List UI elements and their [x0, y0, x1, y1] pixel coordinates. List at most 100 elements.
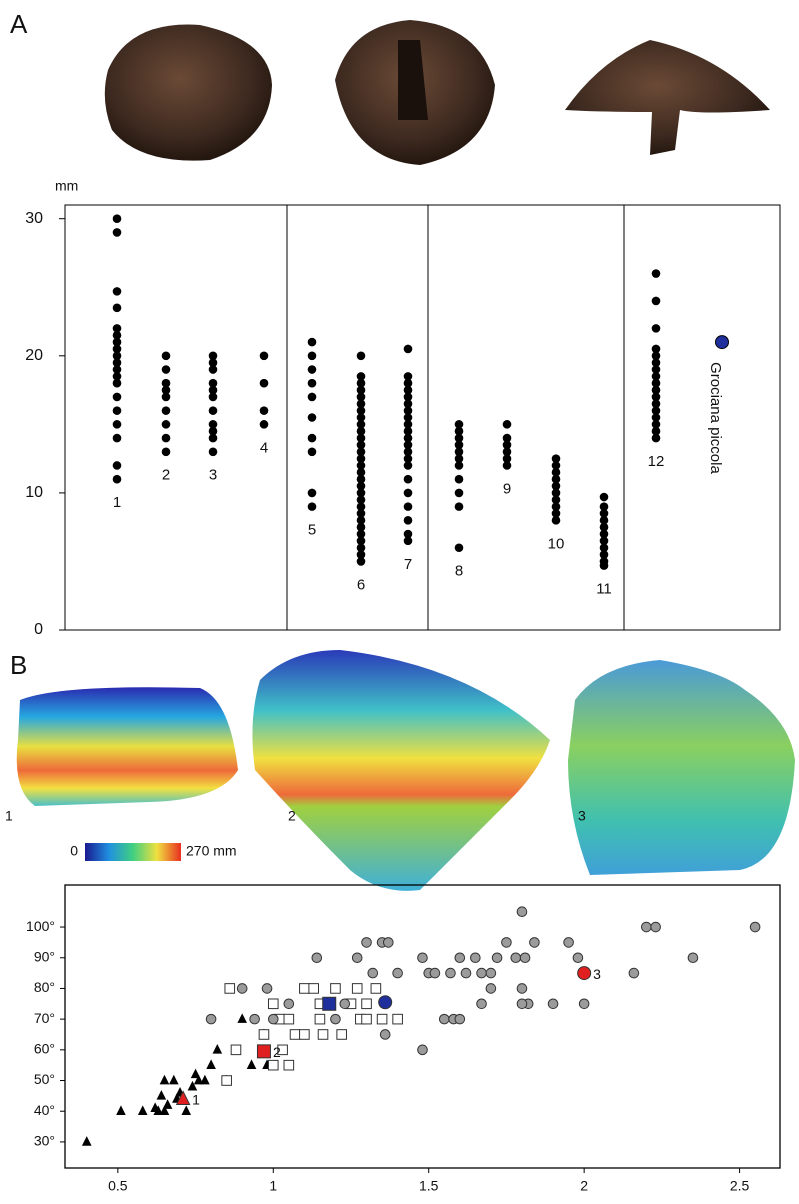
dot [208, 385, 218, 395]
point [650, 921, 661, 933]
point [392, 1013, 403, 1025]
panel-label: A [10, 9, 28, 39]
point [277, 1044, 288, 1056]
dot [161, 385, 171, 395]
dot [599, 536, 609, 546]
point [383, 937, 394, 948]
dot [551, 461, 561, 470]
y-tick-label: 20 [25, 347, 43, 364]
point [212, 1044, 223, 1054]
point [361, 1013, 372, 1025]
dot [112, 337, 122, 347]
dot [356, 426, 366, 436]
y-tick-label: 30° [34, 1133, 55, 1149]
dot [454, 420, 464, 429]
dot [208, 358, 218, 367]
plot-frame [64, 204, 781, 631]
dot [307, 351, 317, 361]
point [577, 966, 592, 981]
dot [356, 468, 366, 477]
point [563, 937, 574, 948]
dot [112, 372, 122, 381]
point [181, 1105, 192, 1116]
dot [454, 502, 464, 511]
dot [551, 509, 561, 518]
dot [551, 468, 561, 477]
point [519, 952, 531, 964]
dot [403, 461, 413, 470]
dot [161, 365, 171, 374]
point [361, 937, 372, 948]
x-tick-label: 1.5 [419, 1178, 439, 1194]
y-tick-label: 0 [34, 621, 43, 638]
dot [403, 372, 413, 381]
dot [161, 447, 171, 457]
point [317, 1029, 329, 1040]
y-tick-label: 50° [34, 1071, 55, 1087]
dot [502, 461, 512, 470]
dot [599, 543, 609, 553]
dot [208, 433, 218, 443]
point [159, 1105, 170, 1116]
dot [259, 420, 269, 429]
dot [307, 433, 317, 443]
dot [356, 502, 366, 511]
dot [403, 536, 413, 546]
point [470, 952, 481, 964]
group-label: 6 [357, 576, 365, 593]
point [236, 983, 248, 994]
dot [356, 461, 366, 470]
dot [161, 406, 171, 415]
dot [551, 502, 561, 511]
dot [356, 378, 366, 388]
point [299, 1029, 310, 1040]
dot [651, 296, 661, 306]
point [246, 1059, 257, 1069]
dot [651, 344, 661, 354]
point [330, 1013, 341, 1025]
point [749, 921, 761, 933]
point [516, 983, 528, 994]
dot [208, 378, 218, 388]
dot [454, 488, 464, 498]
dot [403, 529, 413, 539]
point [137, 1105, 148, 1116]
point [256, 1044, 271, 1059]
x-tick-label: 0.5 [108, 1178, 128, 1194]
dot [208, 420, 218, 429]
dot [307, 365, 317, 374]
y-tick-label: 70° [34, 1010, 55, 1026]
point [81, 1136, 92, 1146]
dot [259, 406, 269, 415]
dot [356, 474, 366, 484]
dot [208, 426, 218, 436]
point [224, 983, 236, 994]
dot [651, 385, 661, 395]
group-label: 12 [648, 453, 665, 470]
point-label: 2 [273, 1044, 281, 1060]
dot [356, 447, 366, 457]
scans [16, 650, 795, 891]
point [445, 967, 456, 979]
dot [307, 337, 317, 347]
point [283, 1059, 295, 1071]
dot [651, 413, 661, 422]
point [261, 983, 273, 994]
point [501, 937, 512, 948]
dot [599, 502, 609, 511]
dot [161, 378, 171, 388]
dot [502, 420, 512, 429]
dot [599, 550, 609, 559]
scan-label: 2 [288, 808, 296, 824]
x-tick-label: 1 [269, 1178, 277, 1194]
dot [112, 365, 122, 374]
dot [403, 344, 413, 354]
group-label: 3 [209, 467, 217, 484]
dot [599, 516, 609, 525]
point [367, 967, 379, 979]
point [361, 998, 372, 1010]
point [641, 921, 652, 933]
dot [551, 495, 561, 505]
dot [112, 330, 122, 340]
